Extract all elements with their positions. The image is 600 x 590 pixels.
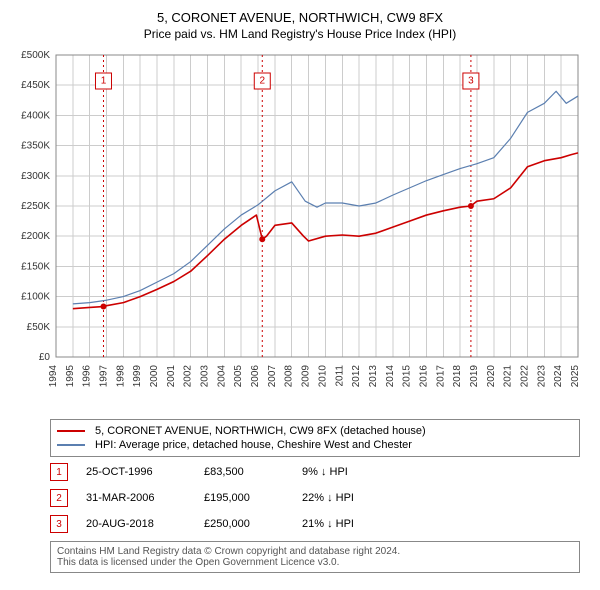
- svg-text:2021: 2021: [503, 365, 514, 388]
- svg-text:£450K: £450K: [21, 80, 50, 91]
- svg-text:£0: £0: [39, 352, 51, 363]
- svg-text:1998: 1998: [115, 365, 126, 388]
- event-row: 2 31-MAR-2006 £195,000 22% ↓ HPI: [50, 485, 580, 511]
- svg-text:£250K: £250K: [21, 201, 50, 212]
- svg-text:1: 1: [101, 76, 107, 87]
- svg-text:1996: 1996: [82, 365, 93, 388]
- svg-text:3: 3: [468, 76, 474, 87]
- legend-swatch: [57, 430, 85, 432]
- svg-text:2018: 2018: [452, 365, 463, 388]
- legend-row: 5, CORONET AVENUE, NORTHWICH, CW9 8FX (d…: [57, 424, 573, 438]
- svg-text:£400K: £400K: [21, 110, 50, 121]
- svg-text:1995: 1995: [65, 365, 76, 388]
- legend-label: 5, CORONET AVENUE, NORTHWICH, CW9 8FX (d…: [95, 425, 426, 437]
- legend-box: 5, CORONET AVENUE, NORTHWICH, CW9 8FX (d…: [50, 419, 580, 457]
- event-marker: 1: [50, 463, 68, 481]
- svg-text:2: 2: [259, 76, 265, 87]
- event-hpi: 21% ↓ HPI: [302, 518, 354, 530]
- chart-title-address: 5, CORONET AVENUE, NORTHWICH, CW9 8FX: [10, 10, 590, 25]
- svg-text:2001: 2001: [166, 365, 177, 388]
- event-price: £250,000: [204, 518, 284, 530]
- event-price: £83,500: [204, 466, 284, 478]
- svg-text:2006: 2006: [250, 365, 261, 388]
- svg-text:2008: 2008: [284, 365, 295, 388]
- legend-swatch: [57, 444, 85, 446]
- svg-text:2003: 2003: [200, 365, 211, 388]
- svg-text:2010: 2010: [317, 365, 328, 388]
- svg-text:2024: 2024: [553, 365, 564, 388]
- svg-text:2019: 2019: [469, 365, 480, 388]
- svg-text:2023: 2023: [536, 365, 547, 388]
- chart-svg: £0 £50K £100K £150K £200K £250K £300K £350K £400…: [10, 47, 590, 417]
- svg-text:2020: 2020: [486, 365, 497, 388]
- event-marker: 3: [50, 515, 68, 533]
- svg-text:2009: 2009: [301, 365, 312, 388]
- event-date: 25-OCT-1996: [86, 466, 186, 478]
- svg-text:2022: 2022: [519, 365, 530, 388]
- svg-text:2005: 2005: [233, 365, 244, 388]
- legend-label: HPI: Average price, detached house, Ches…: [95, 439, 412, 451]
- svg-text:£300K: £300K: [21, 171, 50, 182]
- svg-text:2004: 2004: [216, 365, 227, 388]
- svg-text:£200K: £200K: [21, 231, 50, 242]
- chart-area: £0 £50K £100K £150K £200K £250K £300K £350K £400…: [10, 47, 590, 417]
- svg-text:2002: 2002: [183, 365, 194, 388]
- svg-text:2007: 2007: [267, 365, 278, 388]
- svg-text:2000: 2000: [149, 365, 160, 388]
- page-root: 5, CORONET AVENUE, NORTHWICH, CW9 8FX Pr…: [0, 0, 600, 581]
- event-row: 3 20-AUG-2018 £250,000 21% ↓ HPI: [50, 511, 580, 537]
- svg-text:2025: 2025: [570, 365, 581, 388]
- event-price: £195,000: [204, 492, 284, 504]
- attribution-line2: This data is licensed under the Open Gov…: [57, 557, 573, 568]
- svg-text:2012: 2012: [351, 365, 362, 388]
- svg-text:£100K: £100K: [21, 292, 50, 303]
- svg-text:£350K: £350K: [21, 141, 50, 152]
- event-marker: 2: [50, 489, 68, 507]
- svg-text:1999: 1999: [132, 365, 143, 388]
- svg-text:2014: 2014: [385, 365, 396, 388]
- svg-text:£50K: £50K: [27, 322, 51, 333]
- svg-text:£150K: £150K: [21, 261, 50, 272]
- attribution-line1: Contains HM Land Registry data © Crown c…: [57, 546, 573, 557]
- chart-title-sub: Price paid vs. HM Land Registry's House …: [10, 27, 590, 41]
- event-date: 20-AUG-2018: [86, 518, 186, 530]
- events-table: 1 25-OCT-1996 £83,500 9% ↓ HPI 2 31-MAR-2006 £…: [50, 459, 580, 537]
- svg-text:1994: 1994: [48, 365, 59, 388]
- svg-text:1997: 1997: [99, 365, 110, 388]
- event-hpi: 22% ↓ HPI: [302, 492, 354, 504]
- chart-titles: 5, CORONET AVENUE, NORTHWICH, CW9 8FX Pr…: [10, 10, 590, 41]
- event-date: 31-MAR-2006: [86, 492, 186, 504]
- svg-text:2011: 2011: [334, 365, 345, 387]
- svg-text:2015: 2015: [402, 365, 413, 388]
- legend-row: HPI: Average price, detached house, Ches…: [57, 438, 573, 452]
- attribution-box: Contains HM Land Registry data © Crown c…: [50, 541, 580, 573]
- event-row: 1 25-OCT-1996 £83,500 9% ↓ HPI: [50, 459, 580, 485]
- svg-text:2017: 2017: [435, 365, 446, 388]
- svg-text:£500K: £500K: [21, 50, 50, 61]
- event-hpi: 9% ↓ HPI: [302, 466, 348, 478]
- svg-text:2016: 2016: [418, 365, 429, 388]
- svg-text:2013: 2013: [368, 365, 379, 388]
